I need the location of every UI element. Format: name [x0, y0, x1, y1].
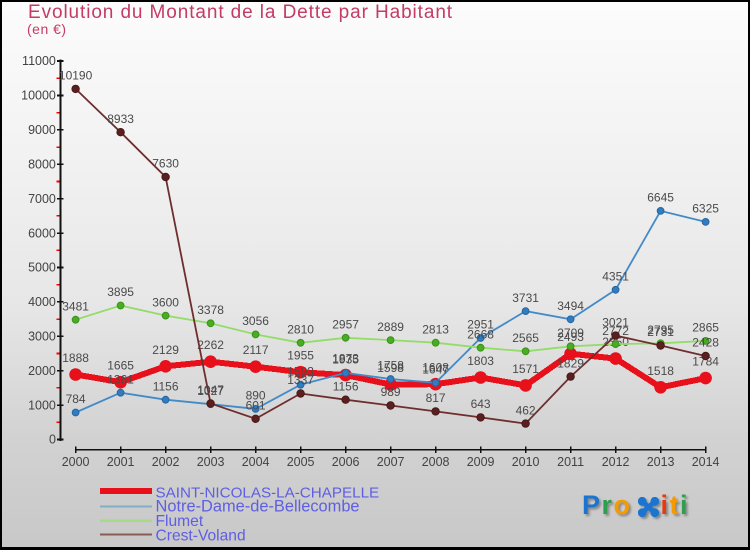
svg-text:989: 989 [381, 385, 401, 399]
svg-text:1784: 1784 [692, 355, 719, 369]
svg-text:2000: 2000 [62, 455, 90, 469]
svg-text:1518: 1518 [647, 364, 674, 378]
svg-text:1888: 1888 [62, 351, 89, 365]
svg-text:2009: 2009 [467, 455, 495, 469]
svg-text:2014: 2014 [692, 455, 720, 469]
svg-text:0: 0 [49, 433, 56, 447]
svg-text:462: 462 [516, 403, 536, 417]
svg-text:1955: 1955 [287, 349, 314, 363]
svg-text:2013: 2013 [647, 455, 675, 469]
svg-text:Notre-Dame-de-Bellecombe: Notre-Dame-de-Bellecombe [156, 498, 360, 516]
svg-text:3494: 3494 [557, 299, 584, 313]
svg-text:1829: 1829 [557, 356, 584, 370]
svg-text:11000: 11000 [22, 54, 56, 68]
svg-text:3000: 3000 [28, 330, 56, 344]
svg-text:784: 784 [66, 392, 86, 406]
svg-text:6325: 6325 [692, 202, 719, 216]
svg-text:1361: 1361 [107, 372, 134, 386]
svg-text:2129: 2129 [152, 343, 179, 357]
svg-text:1803: 1803 [467, 354, 494, 368]
svg-text:2957: 2957 [332, 318, 359, 332]
svg-text:3600: 3600 [152, 295, 179, 309]
svg-text:601: 601 [246, 399, 266, 413]
svg-text:SAINT-NICOLAS-LA-CHAPELLE: SAINT-NICOLAS-LA-CHAPELLE [156, 484, 380, 501]
svg-text:2565: 2565 [512, 331, 539, 345]
svg-text:2709: 2709 [557, 326, 584, 340]
svg-text:2668: 2668 [467, 327, 494, 341]
svg-text:3731: 3731 [512, 291, 539, 305]
svg-text:1593: 1593 [287, 364, 314, 378]
svg-text:3021: 3021 [602, 315, 629, 329]
svg-text:2001: 2001 [107, 455, 135, 469]
svg-text:1571: 1571 [512, 362, 539, 376]
svg-text:3481: 3481 [62, 299, 89, 313]
svg-text:643: 643 [471, 397, 491, 411]
svg-text:Flumet: Flumet [156, 513, 204, 530]
svg-text:2010: 2010 [512, 455, 540, 469]
svg-text:1647: 1647 [422, 363, 449, 377]
svg-text:2493: 2493 [557, 330, 584, 344]
svg-text:1000: 1000 [28, 398, 56, 412]
svg-text:2428: 2428 [692, 336, 719, 350]
svg-text:6645: 6645 [647, 191, 674, 205]
svg-text:2000: 2000 [28, 364, 56, 378]
svg-text:2117: 2117 [243, 343, 269, 357]
svg-text:1598: 1598 [377, 361, 404, 375]
svg-text:1873: 1873 [332, 352, 359, 366]
svg-text:2951: 2951 [467, 318, 494, 332]
svg-text:2004: 2004 [242, 455, 270, 469]
svg-text:817: 817 [426, 391, 446, 405]
svg-text:2889: 2889 [377, 320, 404, 334]
svg-text:1758: 1758 [377, 359, 404, 373]
svg-text:1608: 1608 [422, 361, 449, 375]
svg-text:6000: 6000 [28, 226, 56, 240]
svg-text:2006: 2006 [332, 455, 360, 469]
svg-text:1027: 1027 [197, 384, 224, 398]
svg-text:2731: 2731 [647, 325, 674, 339]
svg-text:2772: 2772 [602, 324, 629, 338]
svg-text:1156: 1156 [333, 379, 359, 393]
svg-text:2011: 2011 [557, 455, 584, 469]
svg-text:7000: 7000 [28, 192, 56, 206]
svg-text:2813: 2813 [422, 322, 449, 336]
svg-text:3056: 3056 [242, 314, 269, 328]
svg-text:8933: 8933 [107, 112, 134, 126]
svg-text:2810: 2810 [287, 323, 314, 337]
svg-text:890: 890 [246, 389, 266, 403]
svg-text:1156: 1156 [153, 379, 179, 393]
svg-text:3378: 3378 [197, 303, 224, 317]
svg-text:5000: 5000 [28, 261, 56, 275]
svg-text:9000: 9000 [28, 123, 56, 137]
svg-text:1665: 1665 [107, 359, 134, 373]
svg-text:3895: 3895 [107, 285, 134, 299]
svg-text:4000: 4000 [28, 295, 56, 309]
svg-text:1047: 1047 [197, 383, 224, 397]
svg-text:4351: 4351 [602, 270, 629, 284]
svg-text:2262: 2262 [197, 338, 224, 352]
svg-text:2003: 2003 [197, 455, 225, 469]
svg-text:2795: 2795 [647, 323, 674, 337]
svg-text:2005: 2005 [287, 455, 315, 469]
svg-text:8000: 8000 [28, 158, 56, 172]
svg-text:2865: 2865 [692, 321, 719, 335]
svg-text:2007: 2007 [377, 455, 405, 469]
svg-text:10000: 10000 [21, 89, 56, 103]
svg-text:1337: 1337 [287, 373, 314, 387]
svg-text:2008: 2008 [422, 455, 450, 469]
svg-text:10190: 10190 [59, 69, 93, 83]
svg-text:2012: 2012 [602, 455, 630, 469]
svg-text:2002: 2002 [152, 455, 180, 469]
svg-text:7630: 7630 [152, 157, 179, 171]
svg-text:Crest-Voland: Crest-Voland [156, 527, 246, 544]
svg-text:1935: 1935 [332, 353, 359, 367]
